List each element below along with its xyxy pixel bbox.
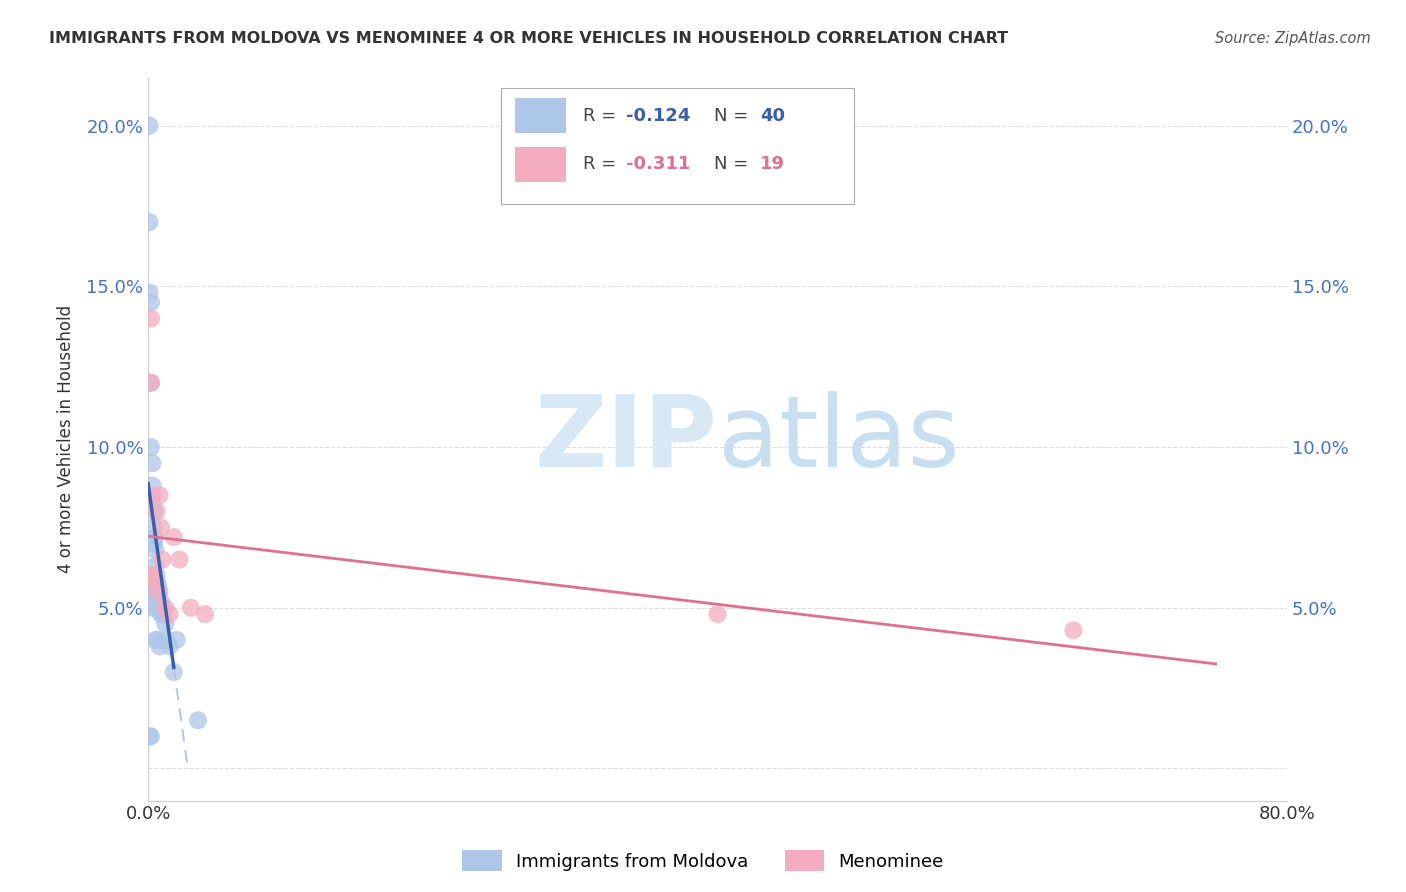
FancyBboxPatch shape xyxy=(501,88,855,204)
Text: ZIP: ZIP xyxy=(534,391,717,488)
Point xyxy=(150,600,173,615)
Point xyxy=(143,559,166,574)
Point xyxy=(145,568,167,582)
Point xyxy=(141,488,163,502)
Point xyxy=(142,584,165,599)
Point xyxy=(145,600,167,615)
Point xyxy=(142,504,165,518)
Point xyxy=(139,729,162,743)
Text: -0.311: -0.311 xyxy=(627,155,690,173)
Point xyxy=(148,584,170,599)
Point xyxy=(169,552,191,566)
Point xyxy=(139,295,162,310)
Text: 40: 40 xyxy=(759,107,785,125)
Point xyxy=(159,640,181,654)
Point xyxy=(146,632,169,647)
Point xyxy=(148,594,170,608)
Point xyxy=(141,600,163,615)
Point xyxy=(138,119,160,133)
Point xyxy=(163,530,186,544)
Text: Source: ZipAtlas.com: Source: ZipAtlas.com xyxy=(1215,31,1371,46)
Text: -0.124: -0.124 xyxy=(627,107,690,125)
Point xyxy=(142,520,165,534)
Point xyxy=(194,607,217,622)
Point xyxy=(149,594,172,608)
Point xyxy=(159,607,181,622)
Point xyxy=(143,575,166,590)
Point xyxy=(138,285,160,300)
Point xyxy=(146,578,169,592)
Bar xyxy=(515,98,567,133)
Point xyxy=(141,494,163,508)
Point xyxy=(145,575,167,590)
Text: N =: N = xyxy=(714,155,754,173)
Point xyxy=(155,600,177,615)
Point xyxy=(150,552,173,566)
Text: atlas: atlas xyxy=(717,391,959,488)
Point xyxy=(139,311,162,326)
Point xyxy=(156,632,179,647)
Point xyxy=(149,520,172,534)
Point xyxy=(141,568,163,582)
Point xyxy=(150,607,173,622)
Point xyxy=(155,616,177,631)
Point xyxy=(166,632,188,647)
Point xyxy=(146,584,169,599)
Point xyxy=(139,440,162,454)
Point xyxy=(143,542,166,557)
Point xyxy=(138,215,160,229)
Bar xyxy=(515,147,567,182)
Point xyxy=(145,504,167,518)
Text: N =: N = xyxy=(714,107,754,125)
Point xyxy=(141,456,163,470)
Point xyxy=(187,713,209,727)
Point xyxy=(141,478,163,492)
Point xyxy=(1062,624,1084,638)
Point xyxy=(139,584,162,599)
Text: 19: 19 xyxy=(759,155,785,173)
Point xyxy=(139,376,162,390)
Point xyxy=(706,607,728,622)
Point xyxy=(143,530,166,544)
Point xyxy=(148,488,170,502)
Point xyxy=(139,376,162,390)
Y-axis label: 4 or more Vehicles in Household: 4 or more Vehicles in Household xyxy=(58,305,75,573)
Point xyxy=(138,729,160,743)
Point xyxy=(143,632,166,647)
Text: R =: R = xyxy=(583,107,623,125)
Point xyxy=(142,536,165,550)
Point xyxy=(149,607,172,622)
Point xyxy=(142,568,165,582)
Point xyxy=(148,640,170,654)
Point xyxy=(146,584,169,599)
Text: IMMIGRANTS FROM MOLDOVA VS MENOMINEE 4 OR MORE VEHICLES IN HOUSEHOLD CORRELATION: IMMIGRANTS FROM MOLDOVA VS MENOMINEE 4 O… xyxy=(49,31,1008,46)
Legend: Immigrants from Moldova, Menominee: Immigrants from Moldova, Menominee xyxy=(454,843,952,879)
Point xyxy=(163,665,186,679)
Point xyxy=(180,600,202,615)
Text: R =: R = xyxy=(583,155,623,173)
